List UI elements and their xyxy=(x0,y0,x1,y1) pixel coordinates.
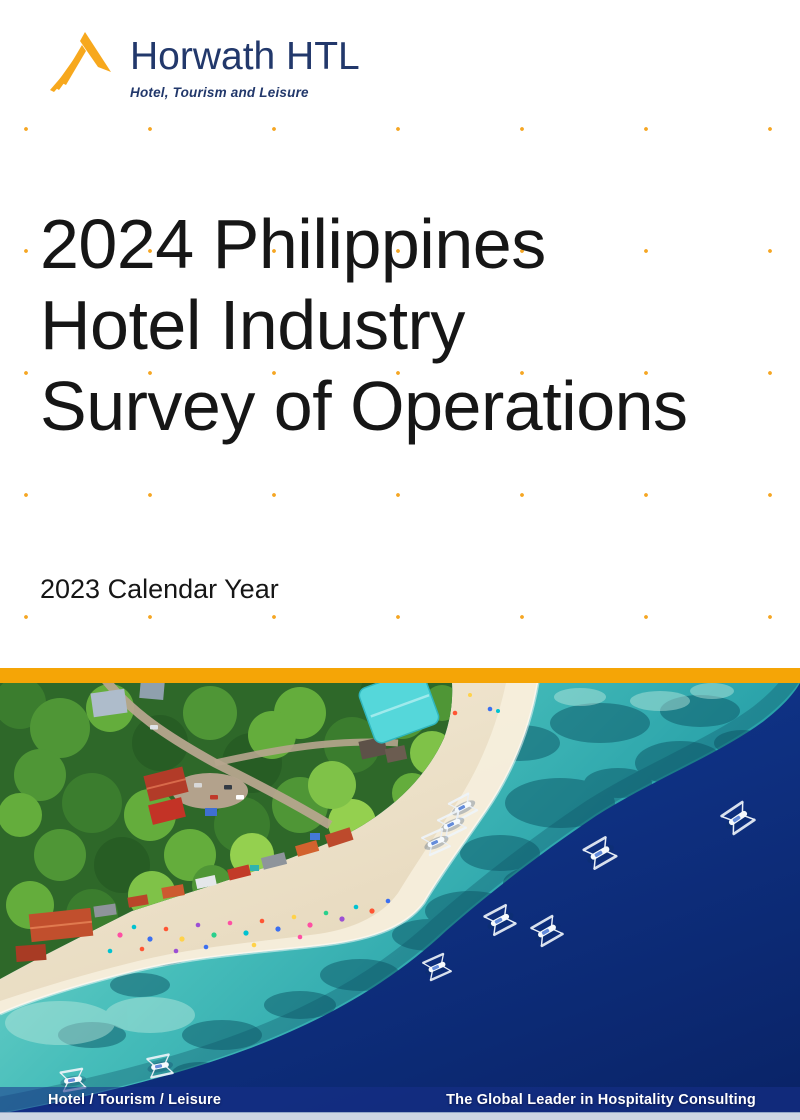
title-line-1: 2024 Philippines xyxy=(40,205,546,283)
aerial-beach-photo xyxy=(0,683,800,1120)
logo-tagline: Hotel, Tourism and Leisure xyxy=(130,85,309,100)
mountain-peak-icon xyxy=(50,32,111,92)
bottom-strip xyxy=(0,1112,800,1120)
accent-divider-bar xyxy=(0,668,800,683)
footer-right-text: The Global Leader in Hospitality Consult… xyxy=(446,1091,756,1108)
footer-band: Hotel / Tourism / Leisure The Global Lea… xyxy=(0,1087,800,1112)
title-line-3: Survey of Operations xyxy=(40,367,688,445)
horwath-htl-logo: Horwath HTL Hotel, Tourism and Leisure xyxy=(48,30,360,100)
aerial-beach-illustration xyxy=(0,683,800,1120)
logo-wordmark: Horwath HTL xyxy=(130,35,360,78)
footer-left-text: Hotel / Tourism / Leisure xyxy=(48,1091,222,1108)
report-title: 2024 Philippines Hotel Industry Survey o… xyxy=(40,204,688,447)
report-subtitle: 2023 Calendar Year xyxy=(40,574,279,604)
title-line-2: Hotel Industry xyxy=(40,286,465,364)
